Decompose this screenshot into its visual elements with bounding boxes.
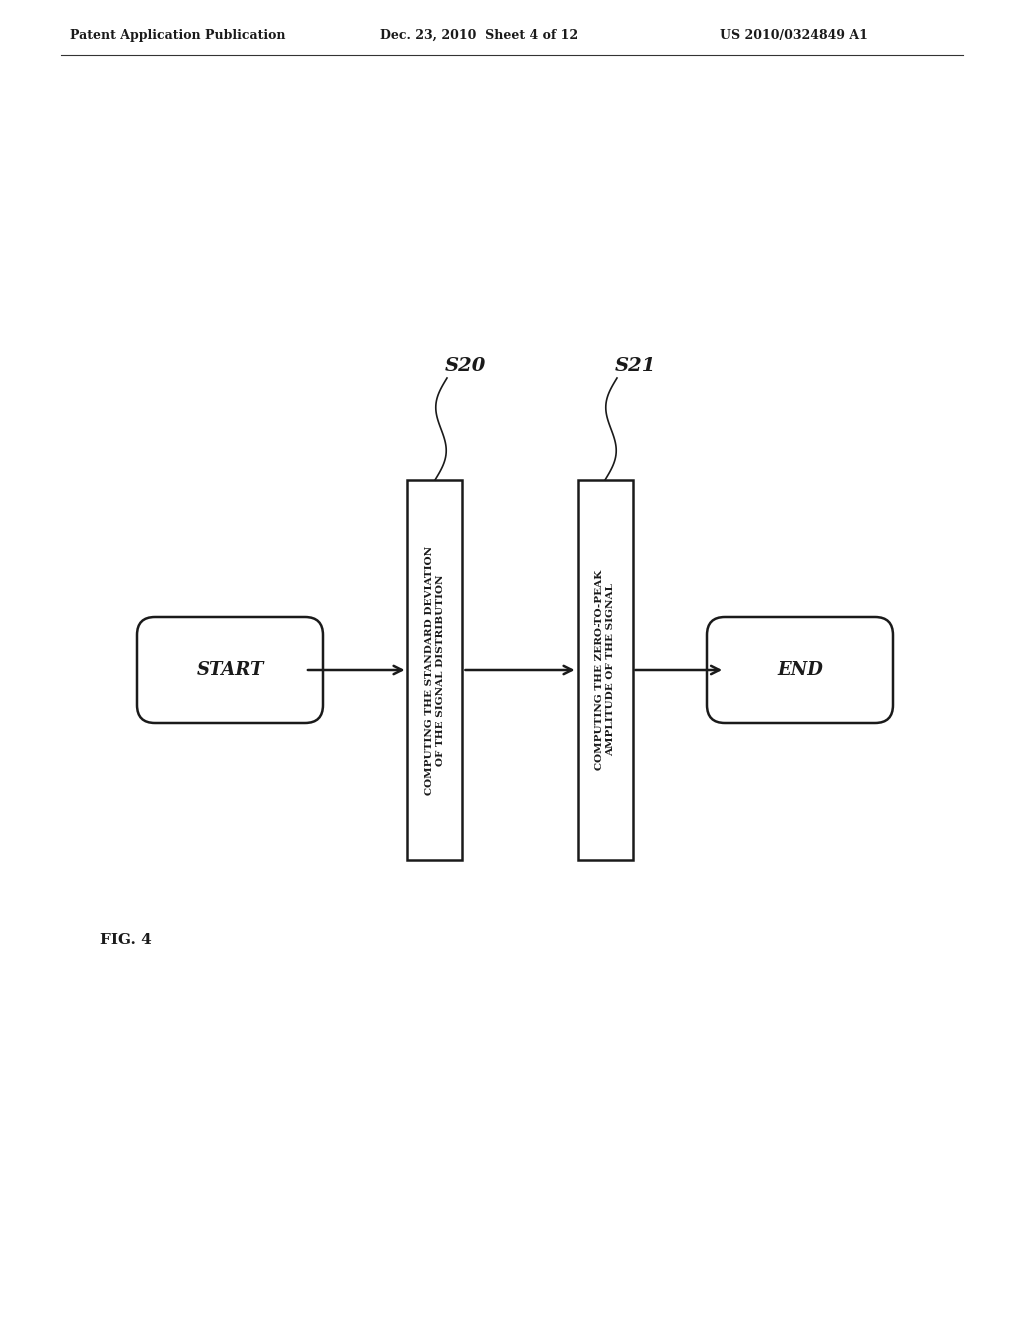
Bar [578, 480, 633, 861]
Bar [408, 480, 463, 861]
Text: END: END [777, 661, 823, 678]
Text: S20: S20 [445, 356, 486, 375]
Text: FIG. 4: FIG. 4 [100, 933, 152, 946]
Text: Dec. 23, 2010  Sheet 4 of 12: Dec. 23, 2010 Sheet 4 of 12 [380, 29, 579, 41]
Text: S21: S21 [615, 356, 656, 375]
FancyBboxPatch shape [137, 616, 323, 723]
Text: START: START [197, 661, 264, 678]
Text: COMPUTING THE STANDARD DEVIATION
OF THE SIGNAL DISTRIBUTION: COMPUTING THE STANDARD DEVIATION OF THE … [425, 545, 444, 795]
FancyBboxPatch shape [707, 616, 893, 723]
Text: Patent Application Publication: Patent Application Publication [70, 29, 286, 41]
Text: COMPUTING THE ZERO-TO-PEAK
AMPLITUDE OF THE SIGNAL: COMPUTING THE ZERO-TO-PEAK AMPLITUDE OF … [595, 570, 614, 770]
Text: US 2010/0324849 A1: US 2010/0324849 A1 [720, 29, 868, 41]
